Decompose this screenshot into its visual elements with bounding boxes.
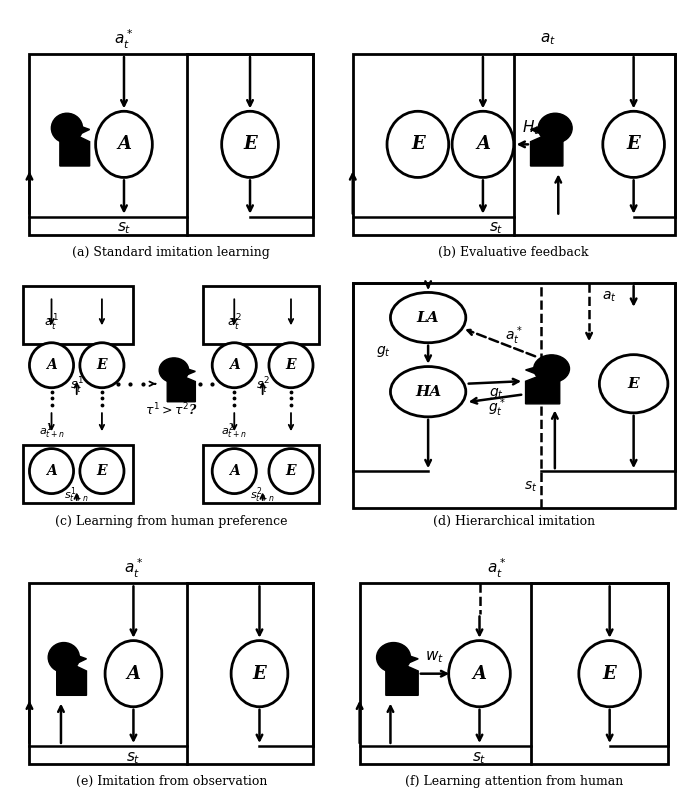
Text: $a_t^*$: $a_t^*$ [124, 557, 143, 580]
Text: E: E [603, 665, 616, 683]
Text: A: A [229, 358, 240, 372]
Ellipse shape [390, 367, 466, 417]
Polygon shape [525, 367, 538, 374]
Text: (b) Evaluative feedback: (b) Evaluative feedback [438, 246, 589, 259]
Text: (a) Standard imitation learning: (a) Standard imitation learning [73, 246, 270, 259]
Text: LA: LA [416, 310, 440, 325]
Ellipse shape [599, 354, 668, 413]
Polygon shape [386, 666, 418, 695]
Text: (c) Learning from human preference: (c) Learning from human preference [55, 515, 288, 528]
Text: E: E [286, 358, 297, 372]
Text: $a_t^*$: $a_t^*$ [114, 27, 134, 51]
Bar [353, 55, 675, 235]
Polygon shape [167, 377, 195, 402]
Bar [29, 584, 313, 764]
Text: $a_t^*$: $a_t^*$ [487, 557, 506, 580]
Ellipse shape [222, 111, 278, 177]
Text: $a_t^2$: $a_t^2$ [227, 313, 242, 333]
Ellipse shape [452, 111, 514, 177]
Polygon shape [75, 654, 86, 662]
Text: $a_t$: $a_t$ [540, 31, 556, 47]
Text: $s_t^1$: $s_t^1$ [70, 376, 84, 396]
Circle shape [51, 113, 83, 143]
Text: $g_t^*$: $g_t^*$ [488, 396, 506, 419]
Text: A: A [46, 464, 57, 478]
Text: $H_t$: $H_t$ [522, 119, 540, 137]
Ellipse shape [212, 342, 256, 387]
Circle shape [48, 642, 79, 672]
Text: $\tau^1 > \tau^2$?: $\tau^1 > \tau^2$? [145, 402, 198, 419]
Circle shape [159, 358, 188, 383]
Bar [360, 584, 668, 764]
Circle shape [538, 113, 572, 143]
Text: E: E [243, 136, 257, 153]
Text: $s_t$: $s_t$ [472, 750, 487, 766]
Text: $s_t^2$: $s_t^2$ [256, 376, 269, 396]
Text: $a_t^*$: $a_t^*$ [505, 325, 523, 347]
Ellipse shape [390, 293, 466, 342]
Ellipse shape [603, 111, 664, 177]
Text: $a_t^1$: $a_t^1$ [44, 313, 59, 333]
Text: A: A [127, 665, 140, 683]
Text: $g_t$: $g_t$ [376, 345, 391, 359]
Bar [353, 283, 675, 508]
Ellipse shape [231, 641, 288, 707]
Text: E: E [97, 464, 108, 478]
Ellipse shape [387, 111, 449, 177]
Ellipse shape [269, 342, 313, 387]
Text: (d) Hierarchical imitation: (d) Hierarchical imitation [433, 515, 595, 528]
Polygon shape [530, 136, 563, 166]
Polygon shape [525, 376, 560, 404]
Polygon shape [57, 666, 86, 695]
Text: A: A [117, 136, 131, 153]
Text: $s_t$: $s_t$ [126, 750, 140, 766]
Text: (e) Imitation from observation: (e) Imitation from observation [75, 776, 267, 788]
Bar [203, 444, 319, 503]
Text: E: E [253, 665, 266, 683]
Text: $s_t$: $s_t$ [524, 480, 538, 494]
Text: A: A [229, 464, 240, 478]
Bar [203, 286, 319, 344]
Polygon shape [60, 136, 90, 166]
Text: $s_t$: $s_t$ [489, 221, 504, 237]
Ellipse shape [96, 111, 152, 177]
Ellipse shape [80, 448, 124, 493]
Ellipse shape [80, 342, 124, 387]
Polygon shape [530, 125, 543, 134]
Ellipse shape [212, 448, 256, 493]
Bar [23, 444, 134, 503]
Polygon shape [406, 654, 418, 662]
Text: E: E [411, 136, 425, 153]
Text: $a_t$: $a_t$ [602, 290, 617, 304]
Ellipse shape [29, 342, 73, 387]
Ellipse shape [105, 641, 162, 707]
Text: $a_{t+n}^2$: $a_{t+n}^2$ [221, 422, 247, 441]
Circle shape [377, 642, 410, 672]
Text: E: E [628, 377, 639, 391]
Text: $s_{t+n}^2$: $s_{t+n}^2$ [250, 485, 275, 504]
Text: A: A [46, 358, 57, 372]
Text: A: A [473, 665, 486, 683]
Text: E: E [627, 136, 640, 153]
Text: A: A [476, 136, 490, 153]
Bar [29, 55, 313, 235]
Text: $w_t$: $w_t$ [425, 650, 445, 665]
Text: $a_{t+n}^1$: $a_{t+n}^1$ [38, 422, 64, 441]
Circle shape [534, 354, 569, 383]
Text: E: E [97, 358, 108, 372]
Ellipse shape [579, 641, 640, 707]
Text: $s_t$: $s_t$ [116, 221, 132, 237]
Ellipse shape [269, 448, 313, 493]
Bar [23, 286, 134, 344]
Text: $g_t$: $g_t$ [489, 386, 504, 400]
Ellipse shape [29, 448, 73, 493]
Text: $s_{t+n}^1$: $s_{t+n}^1$ [64, 485, 89, 504]
Text: (f) Learning attention from human: (f) Learning attention from human [405, 776, 623, 788]
Ellipse shape [449, 641, 510, 707]
Text: E: E [286, 464, 297, 478]
Polygon shape [78, 125, 90, 134]
Polygon shape [185, 368, 195, 375]
Text: HA: HA [415, 385, 441, 399]
